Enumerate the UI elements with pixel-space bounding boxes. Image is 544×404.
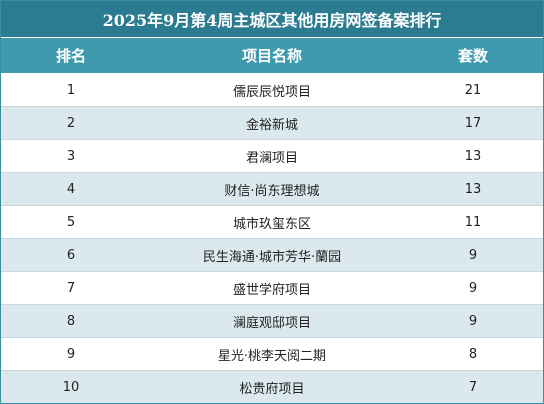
- table-row: 7 盛世学府项目 9: [1, 272, 543, 305]
- table-header-row: 排名 项目名称 套数: [1, 38, 543, 74]
- project-name-cell: 儒辰辰悦项目: [232, 84, 311, 100]
- project-name-cell: 君澜项目: [245, 150, 298, 166]
- project-name-cell: 财信·尚东理想城: [224, 183, 320, 199]
- header-rank: 排名: [55, 47, 86, 65]
- rank-cell: 2: [66, 115, 76, 131]
- table-title: 2025年9月第4周主城区其他用房网签备案排行: [1, 1, 543, 38]
- rank-cell: 8: [66, 313, 76, 329]
- table-row: 8 澜庭观邸项目 9: [1, 305, 543, 338]
- header-units: 套数: [457, 47, 488, 65]
- rank-cell: 4: [66, 181, 76, 197]
- project-name-cell: 城市玖玺东区: [232, 216, 311, 232]
- table-row: 2 金裕新城 17: [1, 107, 543, 140]
- table-body: 1 儒辰辰悦项目 21 2 金裕新城 17 3 君澜项目 13 4 财信·尚东理…: [1, 74, 543, 403]
- project-name-cell: 星光·桃李天阅二期: [217, 348, 327, 364]
- rank-cell: 7: [66, 280, 76, 296]
- units-cell: 11: [464, 214, 482, 230]
- units-cell: 17: [464, 115, 482, 131]
- units-cell: 13: [464, 148, 482, 164]
- units-cell: 9: [468, 280, 478, 296]
- project-name-cell: 澜庭观邸项目: [232, 315, 311, 331]
- project-name-cell: 民生海通·城市芳华·蘭园: [202, 249, 342, 265]
- table-row: 10 松贵府项目 7: [1, 371, 543, 403]
- table-row: 6 民生海通·城市芳华·蘭园 9: [1, 239, 543, 272]
- table-row: 4 财信·尚东理想城 13: [1, 173, 543, 206]
- project-name-cell: 金裕新城: [245, 117, 298, 133]
- rank-cell: 5: [66, 214, 76, 230]
- header-project-name: 项目名称: [241, 47, 302, 65]
- rank-cell: 6: [66, 247, 76, 263]
- units-cell: 13: [464, 181, 482, 197]
- table-row: 9 星光·桃李天阅二期 8: [1, 338, 543, 371]
- project-name-cell: 松贵府项目: [239, 381, 305, 397]
- rank-cell: 9: [66, 346, 76, 362]
- table-row: 3 君澜项目 13: [1, 140, 543, 173]
- rank-cell: 1: [66, 82, 76, 98]
- units-cell: 7: [468, 379, 478, 395]
- rank-cell: 3: [66, 148, 76, 164]
- units-cell: 9: [468, 313, 478, 329]
- rank-cell: 10: [62, 379, 80, 395]
- units-cell: 21: [464, 82, 482, 98]
- project-name-cell: 盛世学府项目: [232, 282, 311, 298]
- table-row: 1 儒辰辰悦项目 21: [1, 74, 543, 107]
- table-row: 5 城市玖玺东区 11: [1, 206, 543, 239]
- units-cell: 8: [468, 346, 478, 362]
- units-cell: 9: [468, 247, 478, 263]
